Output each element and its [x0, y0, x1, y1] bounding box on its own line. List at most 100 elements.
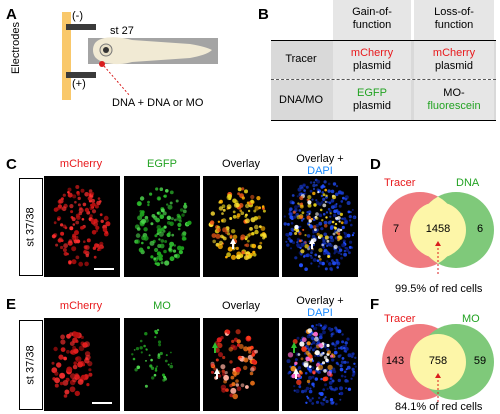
cell-speckle	[325, 358, 329, 363]
cell-speckle	[134, 368, 138, 372]
cell-speckle	[63, 243, 68, 249]
d-count-left: 7	[392, 223, 400, 235]
cell-speckle	[344, 220, 349, 225]
cell-speckle	[331, 220, 335, 224]
cell-speckle	[333, 343, 337, 347]
cell-speckle	[296, 243, 300, 247]
cell-speckle	[151, 376, 155, 380]
cell-speckle	[290, 365, 297, 372]
cell-speckle	[90, 192, 95, 196]
d-count-right: 6	[476, 223, 484, 235]
panel-c-letter: C	[6, 156, 17, 173]
arrow-icon	[291, 342, 297, 353]
cell-speckle	[73, 348, 79, 354]
cell-speckle	[250, 367, 255, 372]
cell-speckle	[215, 233, 221, 239]
cell-speckle	[155, 217, 160, 223]
scale-bar	[92, 402, 112, 404]
cell-speckle	[244, 237, 248, 241]
cell-speckle	[159, 243, 165, 249]
cell-speckle	[299, 263, 303, 268]
cell-speckle	[305, 350, 310, 355]
cell-speckle	[101, 245, 105, 249]
cell-speckle	[166, 221, 171, 225]
cell-speckle	[345, 368, 348, 371]
cell-speckle	[339, 364, 343, 368]
cell-speckle	[227, 193, 232, 199]
cell-speckle	[312, 258, 317, 262]
e-header-mo: MO	[153, 300, 171, 312]
cell-speckle	[232, 210, 236, 214]
cell-speckle	[305, 185, 309, 189]
cell-speckle	[238, 203, 244, 208]
cell-speckle	[262, 233, 267, 238]
cell-speckle	[72, 364, 78, 370]
c-overlay-cells	[208, 187, 267, 261]
cell-speckle	[349, 240, 353, 244]
cell-speckle	[307, 247, 310, 251]
cell-speckle	[254, 224, 259, 230]
cell-speckle	[83, 245, 88, 250]
cell-speckle	[69, 204, 74, 209]
cell-speckle	[51, 361, 55, 365]
cell-speckle	[315, 212, 319, 216]
e-micrograph-mo	[124, 318, 200, 411]
cell-speckle	[149, 192, 153, 196]
cell-speckle	[53, 346, 58, 352]
e-header-overlay-dapi: Overlay + DAPI	[281, 295, 359, 319]
cell-speckle	[325, 250, 329, 255]
cell-speckle	[344, 375, 347, 378]
cell-speckle	[336, 211, 341, 215]
cell-speckle	[75, 340, 79, 343]
cell-speckle	[257, 215, 261, 220]
cell-speckle	[334, 347, 337, 350]
cell-speckle	[304, 241, 307, 244]
cell-tracer-loss	[414, 41, 494, 79]
cell-speckle	[307, 195, 312, 200]
cell-speckle	[148, 354, 151, 357]
cell-speckle	[147, 203, 150, 207]
cell-speckle	[249, 371, 254, 376]
c-header-overlay-dapi: Overlay + DAPI	[281, 153, 359, 177]
cell-speckle	[60, 239, 64, 242]
cell-speckle	[333, 350, 338, 355]
table-dashed-separator	[271, 79, 496, 80]
cell-speckle	[141, 241, 144, 245]
gain-of-function-header: Gain-of-function	[352, 6, 392, 31]
cell-speckle	[307, 368, 311, 371]
cell-speckle	[301, 211, 305, 215]
cell-speckle	[187, 220, 192, 225]
cell-speckle	[243, 357, 249, 363]
d-label-dna: DNA	[456, 177, 480, 189]
cell-speckle	[337, 363, 340, 366]
cell-speckle	[57, 217, 61, 221]
cell-speckle	[67, 187, 72, 192]
cell-speckle	[72, 223, 76, 226]
cell-speckle	[330, 354, 333, 358]
cell-speckle	[61, 206, 67, 212]
cell-speckle	[306, 341, 311, 346]
cell-speckle	[260, 226, 266, 231]
c-stage-box: st 37/38	[19, 178, 43, 276]
cell-speckle	[221, 387, 226, 393]
cell-speckle	[155, 331, 159, 335]
c-micrograph-overlay	[203, 176, 279, 277]
cell-speckle	[344, 197, 348, 201]
cell-speckle	[158, 254, 163, 259]
cell-speckle	[254, 349, 258, 354]
cell-speckle	[84, 207, 90, 213]
cell-speckle	[262, 236, 266, 240]
cell-speckle	[254, 229, 259, 235]
cell-speckle	[333, 370, 337, 374]
cell-speckle	[243, 346, 249, 352]
arrow-icon	[212, 342, 218, 353]
cell-speckle	[292, 241, 295, 245]
c-micrograph-egfp	[124, 176, 200, 277]
cell-speckle	[78, 345, 85, 352]
cell-speckle	[350, 355, 354, 358]
cell-speckle	[323, 376, 329, 382]
cell-speckle	[179, 219, 182, 223]
cell-speckle	[289, 215, 294, 220]
cell-speckle	[321, 219, 324, 222]
cell-speckle	[173, 244, 176, 247]
